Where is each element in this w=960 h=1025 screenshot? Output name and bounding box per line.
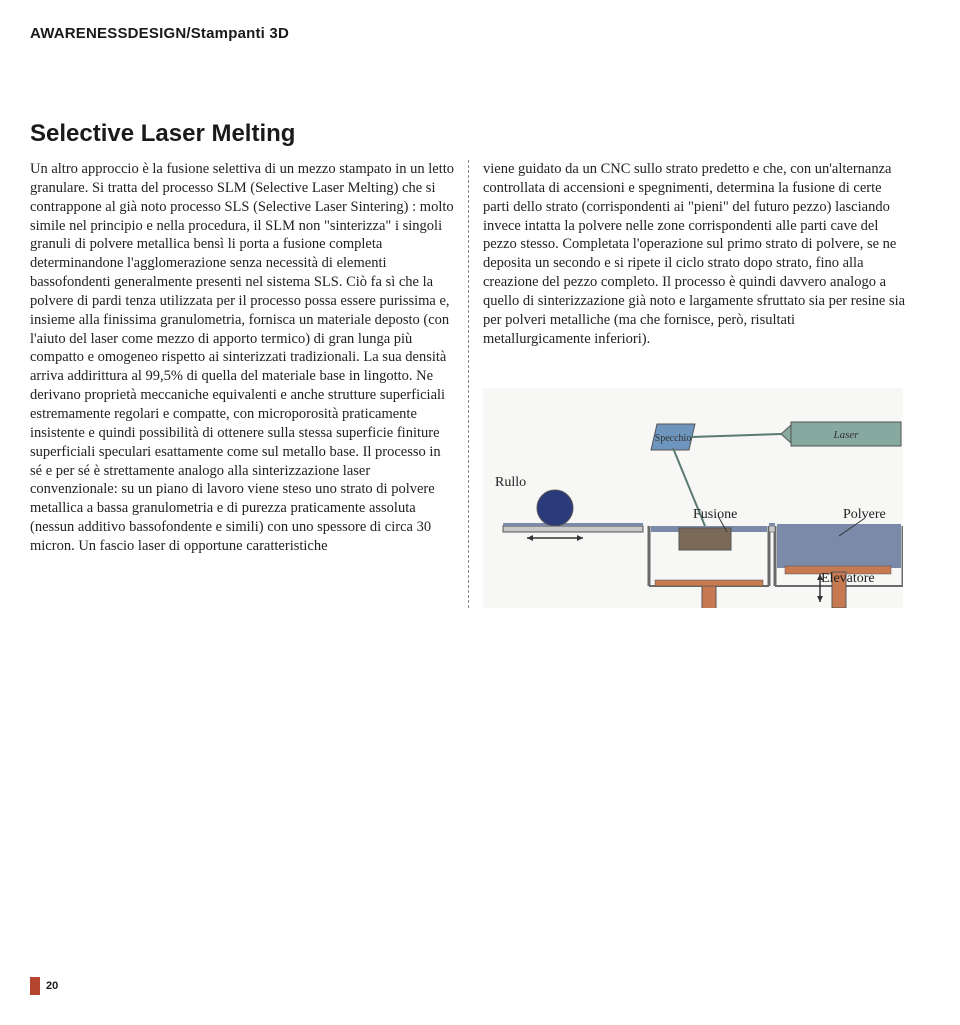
page-number: 20 xyxy=(46,980,58,992)
diagram-label-elevatore: Elevatore xyxy=(821,570,875,588)
page-footer: 20 xyxy=(30,977,58,995)
column-right: viene guidato da un CNC sullo strato pre… xyxy=(468,160,906,608)
slm-diagram: Specchio Laser Rullo Fusione Polvere Elev… xyxy=(483,388,903,608)
svg-text:Laser: Laser xyxy=(832,429,859,441)
diagram-label-polvere: Polvere xyxy=(843,506,886,524)
diagram-label-rullo: Rullo xyxy=(495,474,526,492)
article-columns: Un altro approccio è la fusione selettiv… xyxy=(30,160,930,608)
footer-accent-block xyxy=(30,977,40,995)
article-title: Selective Laser Melting xyxy=(30,120,930,148)
column-right-text: viene guidato da un CNC sullo strato pre… xyxy=(483,160,906,348)
column-left: Un altro approccio è la fusione selettiv… xyxy=(30,160,468,608)
svg-text:Specchio: Specchio xyxy=(655,433,692,444)
diagram-label-fusione: Fusione xyxy=(693,506,737,524)
header-band: AWARENESSDESIGN/Stampanti 3D xyxy=(30,25,930,42)
